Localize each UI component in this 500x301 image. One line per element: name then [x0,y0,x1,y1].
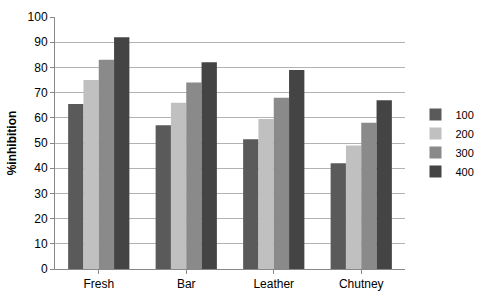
svg-text:%inhibition: %inhibition [5,111,19,176]
svg-text:20: 20 [34,212,48,226]
svg-text:100: 100 [456,109,474,121]
svg-text:400: 400 [456,166,474,178]
svg-text:30: 30 [34,187,48,201]
svg-text:60: 60 [34,111,48,125]
svg-text:10: 10 [34,237,48,251]
svg-text:40: 40 [34,161,48,175]
svg-text:Fresh: Fresh [83,277,114,291]
svg-text:100: 100 [28,10,48,24]
svg-text:300: 300 [456,147,474,159]
svg-text:0: 0 [41,262,48,276]
svg-text:Leather: Leather [253,277,294,291]
svg-text:Chutney: Chutney [339,277,384,291]
svg-text:Bar: Bar [177,277,196,291]
svg-text:90: 90 [34,35,48,49]
svg-text:70: 70 [34,86,48,100]
svg-text:200: 200 [456,128,474,140]
svg-text:50: 50 [34,136,48,150]
svg-text:80: 80 [34,61,48,75]
